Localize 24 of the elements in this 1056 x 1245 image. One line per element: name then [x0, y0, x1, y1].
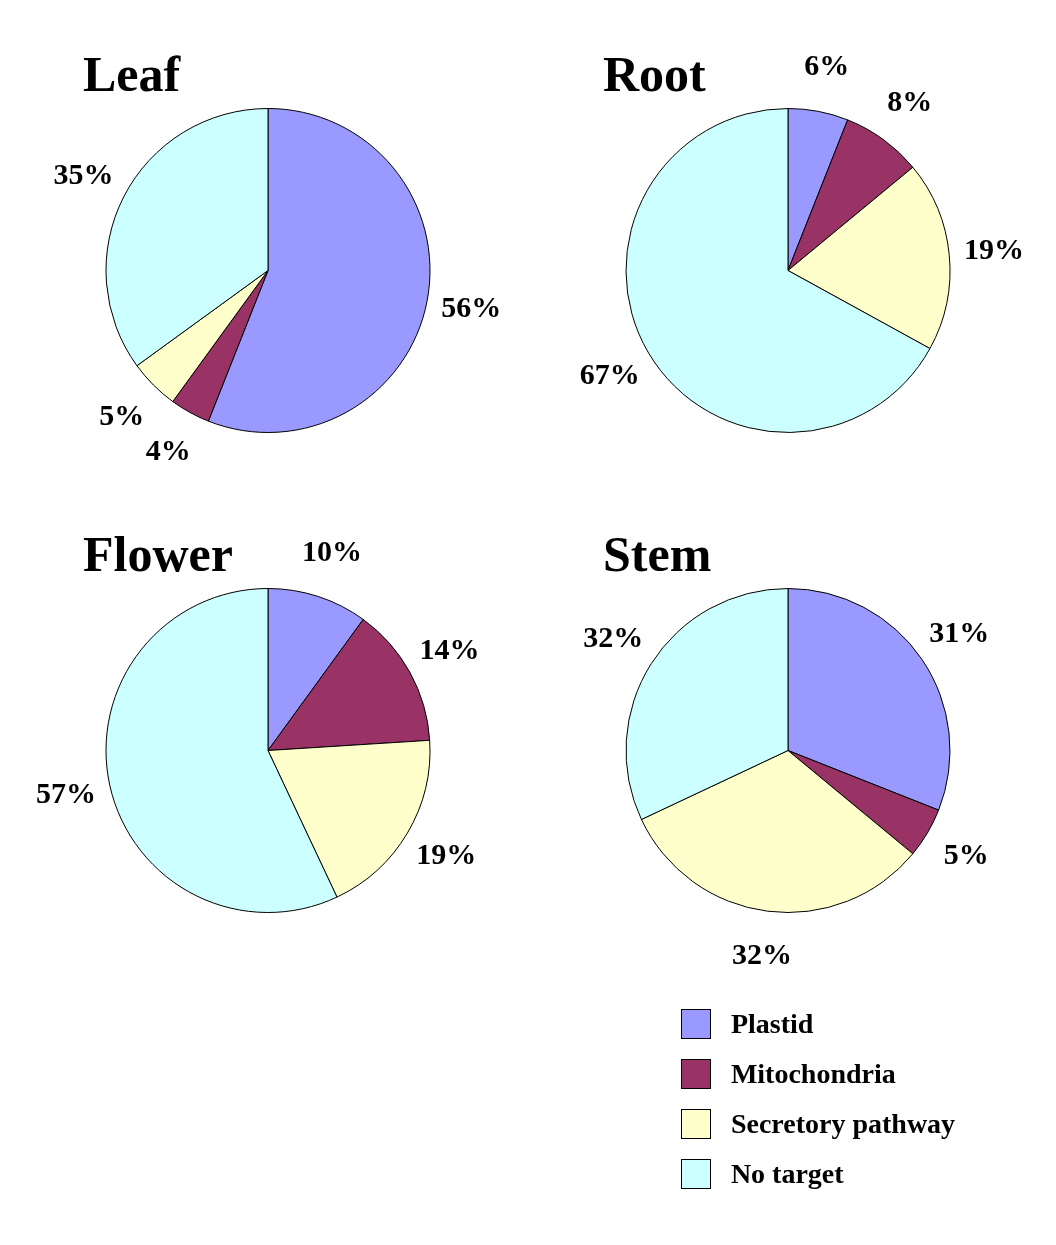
chart-title: Flower — [83, 525, 233, 582]
data-label: 56% — [441, 290, 502, 324]
chart-title: Stem — [603, 525, 712, 582]
data-label: 31% — [929, 614, 990, 648]
data-label: 19% — [964, 231, 1025, 265]
data-label: 5% — [99, 397, 145, 431]
data-label: 67% — [579, 356, 640, 390]
legend-label: Plastid — [730, 1008, 814, 1040]
data-label: 4% — [145, 432, 191, 466]
data-label: 5% — [943, 836, 989, 870]
legend-label: Secretory pathway — [730, 1108, 956, 1140]
data-label: 35% — [53, 157, 114, 191]
data-label: 19% — [416, 836, 477, 870]
data-label: 32% — [583, 620, 644, 654]
data-label: 32% — [732, 936, 793, 970]
data-label: 57% — [35, 776, 96, 810]
data-label: 6% — [804, 47, 850, 81]
chart-title: Root — [603, 45, 707, 102]
data-label: 10% — [301, 534, 362, 568]
legend-label: Mitochondria — [730, 1058, 896, 1090]
data-label: 8% — [887, 83, 933, 117]
legend-label: No target — [730, 1158, 844, 1190]
data-label: 14% — [419, 631, 480, 665]
chart-title: Leaf — [83, 45, 182, 102]
